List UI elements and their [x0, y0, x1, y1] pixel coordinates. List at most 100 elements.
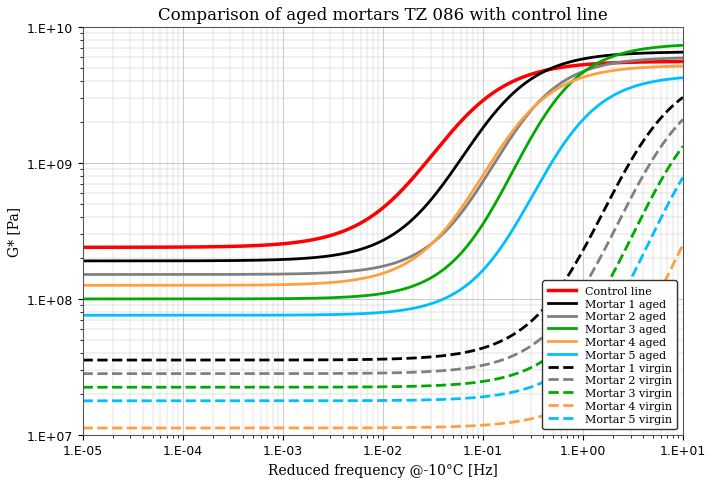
Mortar 2 aged	[570, 73, 579, 79]
Mortar 3 virgin	[679, 144, 687, 150]
Line: Mortar 1 virgin: Mortar 1 virgin	[83, 98, 683, 360]
Mortar 4 aged	[679, 64, 687, 70]
Mortar 4 virgin	[364, 425, 372, 431]
Mortar 5 aged	[436, 298, 444, 304]
Mortar 5 aged	[665, 77, 673, 83]
Mortar 1 aged	[403, 222, 411, 227]
Mortar 3 virgin	[367, 384, 376, 390]
Line: Mortar 3 virgin: Mortar 3 virgin	[83, 147, 683, 387]
Mortar 3 virgin	[78, 384, 87, 390]
Mortar 3 aged	[436, 270, 444, 275]
Mortar 5 virgin	[364, 398, 372, 404]
Control line	[403, 182, 411, 188]
Line: Mortar 4 virgin: Mortar 4 virgin	[83, 245, 683, 428]
Mortar 3 aged	[679, 43, 687, 49]
Mortar 3 aged	[364, 293, 372, 299]
Mortar 4 virgin	[570, 399, 579, 405]
Mortar 4 aged	[78, 283, 87, 288]
Mortar 1 aged	[364, 244, 372, 250]
Mortar 3 virgin	[665, 166, 673, 171]
Mortar 2 virgin	[665, 134, 673, 140]
Control line	[665, 60, 673, 65]
Mortar 2 virgin	[436, 368, 444, 374]
X-axis label: Reduced frequency @-10°C [Hz]: Reduced frequency @-10°C [Hz]	[268, 463, 498, 477]
Mortar 4 virgin	[679, 242, 687, 248]
Mortar 2 virgin	[78, 371, 87, 377]
Mortar 3 aged	[665, 44, 673, 50]
Mortar 2 virgin	[679, 117, 687, 123]
Mortar 1 aged	[436, 186, 444, 192]
Mortar 5 virgin	[570, 359, 579, 364]
Mortar 1 aged	[78, 258, 87, 264]
Mortar 5 aged	[78, 313, 87, 318]
Mortar 5 aged	[679, 76, 687, 81]
Mortar 5 virgin	[679, 175, 687, 181]
Mortar 2 virgin	[403, 370, 411, 376]
Mortar 5 virgin	[78, 398, 87, 404]
Control line	[78, 245, 87, 251]
Mortar 4 virgin	[367, 425, 376, 431]
Mortar 3 aged	[570, 77, 579, 83]
Legend: Control line, Mortar 1 aged, Mortar 2 aged, Mortar 3 aged, Mortar 4 aged, Mortar: Control line, Mortar 1 aged, Mortar 2 ag…	[543, 281, 677, 429]
Mortar 1 aged	[367, 243, 376, 249]
Line: Control line: Control line	[83, 62, 683, 248]
Mortar 2 aged	[679, 56, 687, 62]
Mortar 5 aged	[367, 311, 376, 317]
Mortar 4 virgin	[436, 424, 444, 430]
Mortar 4 aged	[665, 64, 673, 70]
Control line	[364, 216, 372, 222]
Mortar 5 virgin	[403, 397, 411, 403]
Control line	[436, 143, 444, 149]
Mortar 3 aged	[78, 296, 87, 302]
Mortar 5 aged	[570, 127, 579, 133]
Mortar 1 virgin	[570, 263, 579, 269]
Mortar 4 virgin	[665, 272, 673, 277]
Mortar 3 virgin	[403, 384, 411, 390]
Mortar 5 aged	[364, 311, 372, 317]
Mortar 3 virgin	[436, 383, 444, 389]
Mortar 2 aged	[665, 56, 673, 62]
Mortar 4 aged	[436, 233, 444, 239]
Control line	[570, 63, 579, 69]
Line: Mortar 5 virgin: Mortar 5 virgin	[83, 178, 683, 401]
Mortar 2 aged	[403, 256, 411, 261]
Mortar 4 virgin	[78, 425, 87, 431]
Line: Mortar 2 virgin: Mortar 2 virgin	[83, 120, 683, 374]
Mortar 3 aged	[403, 286, 411, 291]
Line: Mortar 3 aged: Mortar 3 aged	[83, 46, 683, 299]
Control line	[367, 214, 376, 220]
Mortar 5 aged	[403, 307, 411, 313]
Line: Mortar 5 aged: Mortar 5 aged	[83, 78, 683, 316]
Mortar 4 aged	[403, 260, 411, 266]
Mortar 3 aged	[367, 292, 376, 298]
Mortar 3 virgin	[570, 331, 579, 336]
Mortar 2 aged	[367, 266, 376, 272]
Mortar 4 aged	[367, 274, 376, 280]
Line: Mortar 4 aged: Mortar 4 aged	[83, 67, 683, 286]
Mortar 2 virgin	[367, 371, 376, 377]
Mortar 1 virgin	[665, 108, 673, 114]
Mortar 1 virgin	[78, 357, 87, 363]
Mortar 4 aged	[570, 78, 579, 84]
Mortar 2 aged	[436, 234, 444, 240]
Mortar 1 virgin	[367, 357, 376, 363]
Mortar 2 aged	[364, 267, 372, 272]
Mortar 1 virgin	[403, 356, 411, 362]
Mortar 1 virgin	[679, 95, 687, 101]
Control line	[679, 60, 687, 65]
Mortar 5 virgin	[665, 201, 673, 207]
Mortar 1 virgin	[436, 353, 444, 359]
Y-axis label: G* [Pa]: G* [Pa]	[7, 207, 21, 257]
Line: Mortar 2 aged: Mortar 2 aged	[83, 59, 683, 275]
Mortar 4 aged	[364, 275, 372, 281]
Mortar 5 virgin	[367, 398, 376, 404]
Title: Comparison of aged mortars TZ 086 with control line: Comparison of aged mortars TZ 086 with c…	[158, 7, 607, 24]
Mortar 1 aged	[665, 50, 673, 56]
Mortar 3 virgin	[364, 384, 372, 390]
Mortar 2 virgin	[364, 371, 372, 377]
Line: Mortar 1 aged: Mortar 1 aged	[83, 53, 683, 261]
Mortar 1 aged	[570, 59, 579, 64]
Mortar 1 virgin	[364, 357, 372, 363]
Mortar 5 virgin	[436, 397, 444, 403]
Mortar 2 aged	[78, 272, 87, 278]
